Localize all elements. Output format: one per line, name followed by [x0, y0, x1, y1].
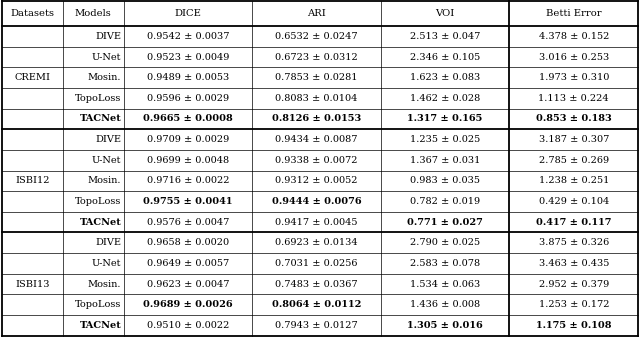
Text: 0.9542 ± 0.0037: 0.9542 ± 0.0037 [147, 32, 229, 41]
Text: 0.771 ± 0.027: 0.771 ± 0.027 [407, 218, 483, 227]
Text: Mosin.: Mosin. [88, 73, 121, 82]
Text: ISBI13: ISBI13 [15, 280, 49, 288]
Text: 0.7853 ± 0.0281: 0.7853 ± 0.0281 [275, 73, 358, 82]
Text: 0.9716 ± 0.0022: 0.9716 ± 0.0022 [147, 176, 229, 185]
Text: 2.952 ± 0.379: 2.952 ± 0.379 [539, 280, 609, 288]
Text: 2.785 ± 0.269: 2.785 ± 0.269 [539, 156, 609, 165]
Text: 0.429 ± 0.104: 0.429 ± 0.104 [539, 197, 609, 206]
Text: TopoLoss: TopoLoss [75, 197, 121, 206]
Text: 0.9338 ± 0.0072: 0.9338 ± 0.0072 [275, 156, 358, 165]
Text: 1.253 ± 0.172: 1.253 ± 0.172 [538, 300, 609, 309]
Text: 0.8064 ± 0.0112: 0.8064 ± 0.0112 [272, 300, 361, 309]
Text: U-Net: U-Net [92, 156, 121, 165]
Text: 0.983 ± 0.035: 0.983 ± 0.035 [410, 176, 480, 185]
Text: Betti Error: Betti Error [546, 9, 602, 18]
Text: 1.235 ± 0.025: 1.235 ± 0.025 [410, 135, 480, 144]
Text: U-Net: U-Net [92, 53, 121, 62]
Text: Datasets: Datasets [10, 9, 54, 18]
Text: 0.9649 ± 0.0057: 0.9649 ± 0.0057 [147, 259, 229, 268]
Text: TopoLoss: TopoLoss [75, 300, 121, 309]
Text: 0.9699 ± 0.0048: 0.9699 ± 0.0048 [147, 156, 229, 165]
Text: ISBI12: ISBI12 [15, 176, 49, 185]
Text: 0.417 ± 0.117: 0.417 ± 0.117 [536, 218, 612, 227]
Text: TopoLoss: TopoLoss [75, 94, 121, 103]
Text: TACNet: TACNet [79, 321, 121, 330]
Text: 0.9510 ± 0.0022: 0.9510 ± 0.0022 [147, 321, 229, 330]
Text: 0.9665 ± 0.0008: 0.9665 ± 0.0008 [143, 115, 233, 123]
Text: 0.6723 ± 0.0312: 0.6723 ± 0.0312 [275, 53, 358, 62]
Text: TACNet: TACNet [79, 115, 121, 123]
Text: 1.462 ± 0.028: 1.462 ± 0.028 [410, 94, 480, 103]
Text: DIVE: DIVE [95, 238, 121, 247]
Text: 0.6923 ± 0.0134: 0.6923 ± 0.0134 [275, 238, 358, 247]
Text: 1.367 ± 0.031: 1.367 ± 0.031 [410, 156, 481, 165]
Text: 0.8126 ± 0.0153: 0.8126 ± 0.0153 [272, 115, 361, 123]
Text: 0.7483 ± 0.0367: 0.7483 ± 0.0367 [275, 280, 358, 288]
Text: 3.463 ± 0.435: 3.463 ± 0.435 [539, 259, 609, 268]
Text: Mosin.: Mosin. [88, 280, 121, 288]
Text: 0.7031 ± 0.0256: 0.7031 ± 0.0256 [275, 259, 358, 268]
Text: 0.782 ± 0.019: 0.782 ± 0.019 [410, 197, 480, 206]
Text: 1.973 ± 0.310: 1.973 ± 0.310 [539, 73, 609, 82]
Text: 0.9596 ± 0.0029: 0.9596 ± 0.0029 [147, 94, 229, 103]
Text: 0.9623 ± 0.0047: 0.9623 ± 0.0047 [147, 280, 229, 288]
Text: 3.016 ± 0.253: 3.016 ± 0.253 [539, 53, 609, 62]
Text: TACNet: TACNet [79, 218, 121, 227]
Text: DIVE: DIVE [95, 32, 121, 41]
Text: 0.9444 ± 0.0076: 0.9444 ± 0.0076 [272, 197, 362, 206]
Text: ARI: ARI [307, 9, 326, 18]
Text: 0.9709 ± 0.0029: 0.9709 ± 0.0029 [147, 135, 229, 144]
Text: Mosin.: Mosin. [88, 176, 121, 185]
Text: 0.853 ± 0.183: 0.853 ± 0.183 [536, 115, 612, 123]
Text: 2.513 ± 0.047: 2.513 ± 0.047 [410, 32, 481, 41]
Text: 0.9576 ± 0.0047: 0.9576 ± 0.0047 [147, 218, 229, 227]
Text: VOI: VOI [436, 9, 455, 18]
Text: 0.6532 ± 0.0247: 0.6532 ± 0.0247 [275, 32, 358, 41]
Text: 0.9689 ± 0.0026: 0.9689 ± 0.0026 [143, 300, 233, 309]
Text: DIVE: DIVE [95, 135, 121, 144]
Text: 1.623 ± 0.083: 1.623 ± 0.083 [410, 73, 480, 82]
Text: Models: Models [75, 9, 111, 18]
Text: U-Net: U-Net [92, 259, 121, 268]
Text: 1.113 ± 0.224: 1.113 ± 0.224 [538, 94, 609, 103]
Text: 2.790 ± 0.025: 2.790 ± 0.025 [410, 238, 480, 247]
Text: 0.7943 ± 0.0127: 0.7943 ± 0.0127 [275, 321, 358, 330]
Text: 1.534 ± 0.063: 1.534 ± 0.063 [410, 280, 480, 288]
Text: 2.346 ± 0.105: 2.346 ± 0.105 [410, 53, 480, 62]
Text: 0.8083 ± 0.0104: 0.8083 ± 0.0104 [275, 94, 358, 103]
Text: 0.9658 ± 0.0020: 0.9658 ± 0.0020 [147, 238, 229, 247]
Text: 0.9523 ± 0.0049: 0.9523 ± 0.0049 [147, 53, 229, 62]
Text: CREMI: CREMI [14, 73, 51, 82]
Text: 1.238 ± 0.251: 1.238 ± 0.251 [539, 176, 609, 185]
Text: 3.187 ± 0.307: 3.187 ± 0.307 [539, 135, 609, 144]
Text: DICE: DICE [175, 9, 202, 18]
Text: 1.317 ± 0.165: 1.317 ± 0.165 [408, 115, 483, 123]
Text: 0.9312 ± 0.0052: 0.9312 ± 0.0052 [275, 176, 358, 185]
Text: 1.305 ± 0.016: 1.305 ± 0.016 [407, 321, 483, 330]
Text: 1.436 ± 0.008: 1.436 ± 0.008 [410, 300, 480, 309]
Text: 0.9489 ± 0.0053: 0.9489 ± 0.0053 [147, 73, 229, 82]
Text: 4.378 ± 0.152: 4.378 ± 0.152 [539, 32, 609, 41]
Text: 1.175 ± 0.108: 1.175 ± 0.108 [536, 321, 612, 330]
Text: 0.9755 ± 0.0041: 0.9755 ± 0.0041 [143, 197, 233, 206]
Text: 0.9434 ± 0.0087: 0.9434 ± 0.0087 [275, 135, 358, 144]
Text: 3.875 ± 0.326: 3.875 ± 0.326 [539, 238, 609, 247]
Text: 0.9417 ± 0.0045: 0.9417 ± 0.0045 [275, 218, 358, 227]
Text: 2.583 ± 0.078: 2.583 ± 0.078 [410, 259, 480, 268]
